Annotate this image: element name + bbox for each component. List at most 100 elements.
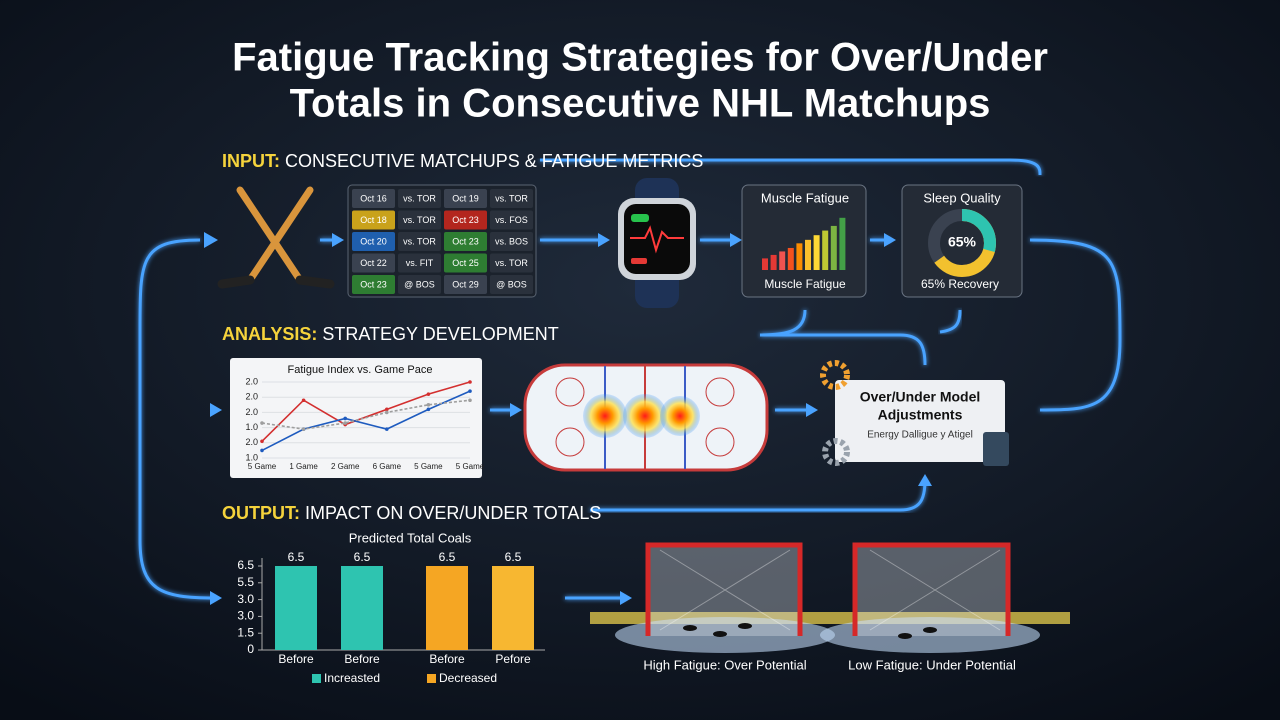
decoration — [898, 633, 912, 639]
decoration — [320, 238, 890, 600]
bar — [426, 566, 468, 650]
decoration — [555, 427, 585, 457]
fatigue-bar — [822, 230, 829, 270]
y-tick-label: 3.0 — [237, 592, 254, 606]
decoration — [645, 542, 803, 636]
section-lead: OUTPUT: — [222, 503, 300, 523]
line-point — [468, 380, 472, 384]
y-tick-label: 2.0 — [245, 392, 258, 402]
table-text: Oct 18 — [360, 215, 387, 225]
legend-label: Increasted — [324, 671, 380, 685]
y-tick-label: 6.5 — [237, 558, 254, 572]
section-lead: ANALYSIS: — [222, 324, 317, 344]
table-cell — [490, 232, 533, 251]
decoration — [555, 377, 585, 407]
line-point — [426, 407, 431, 412]
fatigue-bar — [787, 247, 794, 270]
table-cell — [398, 253, 441, 273]
decoration — [759, 309, 927, 366]
table-cell — [352, 253, 395, 273]
line-point — [260, 448, 264, 453]
line-point — [301, 398, 306, 403]
bar — [341, 566, 383, 650]
decoration — [583, 394, 627, 438]
bar — [492, 566, 534, 650]
table-text: vs. TOR — [403, 193, 436, 203]
table-cell — [352, 189, 395, 208]
table-cell — [352, 210, 395, 230]
decoration — [631, 214, 649, 222]
decoration — [705, 377, 735, 407]
decoration — [630, 225, 684, 254]
decoration — [835, 380, 1005, 462]
card-title: Over/Under Model — [860, 389, 981, 405]
x-tick-label: 1 Game — [289, 462, 318, 471]
table-cell — [352, 232, 395, 251]
line-series — [261, 390, 471, 452]
section-text: CONSECUTIVE MATCHUPS & FATIGUE METRICS — [285, 151, 703, 171]
fatigue-bar — [770, 254, 777, 270]
x-tick-label: 5 Game — [456, 462, 485, 471]
legend-swatch — [312, 674, 321, 683]
table-cell — [398, 275, 441, 294]
chart-title: Predicted Total Coals — [349, 530, 472, 545]
decoration — [713, 631, 727, 637]
decoration — [660, 396, 700, 436]
table-cell — [444, 232, 487, 251]
fatigue-bar — [779, 251, 786, 270]
card-caption: 65% Recovery — [921, 277, 999, 291]
net-caption: Low Fatigue: Under Potential — [848, 657, 1016, 672]
value-label: 6.5 — [354, 550, 371, 564]
section-text: STRATEGY DEVELOPMENT — [322, 324, 558, 344]
decoration — [246, 186, 314, 284]
table-text: vs. TOR — [403, 236, 436, 246]
table-cell — [352, 275, 395, 294]
decoration — [540, 158, 1042, 176]
card-caption: Muscle Fatigue — [764, 277, 846, 291]
decoration — [705, 427, 735, 457]
table-text: Oct 19 — [452, 193, 479, 203]
fatigue-bar — [762, 258, 768, 270]
donut-arc — [928, 209, 996, 277]
line-point — [468, 389, 472, 393]
line-point — [260, 439, 264, 444]
decoration — [138, 238, 216, 600]
y-tick-label: 1.5 — [237, 625, 254, 639]
decoration — [820, 617, 1040, 653]
table-cell — [490, 275, 533, 294]
line-series — [261, 399, 471, 430]
table-text: Oct 16 — [360, 193, 387, 203]
fatigue-bar — [813, 235, 820, 270]
card-title: Sleep Quality — [923, 190, 1001, 205]
net-caption: High Fatigue: Over Potential — [643, 657, 806, 672]
decoration — [730, 233, 742, 247]
x-tick-label: 6 Game — [373, 462, 402, 471]
section-lead: INPUT: — [222, 151, 280, 171]
table-text: Oct 20 — [360, 236, 387, 246]
table-text: vs. TOR — [403, 215, 436, 225]
table-text: Oct 29 — [452, 279, 479, 289]
bar — [275, 566, 317, 650]
decoration — [683, 625, 697, 631]
table-cell — [444, 253, 487, 273]
line-point — [385, 407, 389, 412]
decoration: Oct 16 vs. TOR Oct 19 vs. TOR Oct 18 vs. TOR O… — [352, 189, 533, 294]
y-tick-label: 3.0 — [237, 609, 254, 623]
y-tick-label: 5.5 — [237, 575, 254, 589]
fatigue-bar — [839, 217, 846, 270]
line-point — [343, 421, 348, 425]
table-cell — [444, 210, 487, 230]
x-tick-label: 5 Game — [414, 462, 443, 471]
decoration — [332, 233, 344, 247]
decoration — [852, 542, 1011, 636]
donut-label: 65% — [948, 234, 977, 250]
line-point — [260, 421, 264, 425]
table-text: Oct 23 — [452, 215, 479, 225]
card-title: Adjustments — [878, 407, 963, 423]
card-title: Muscle Fatigue — [761, 190, 849, 205]
decoration — [928, 209, 996, 277]
legend-swatch — [427, 674, 436, 683]
x-tick-label: 5 Game — [248, 462, 277, 471]
y-tick-label: 0 — [247, 642, 254, 656]
